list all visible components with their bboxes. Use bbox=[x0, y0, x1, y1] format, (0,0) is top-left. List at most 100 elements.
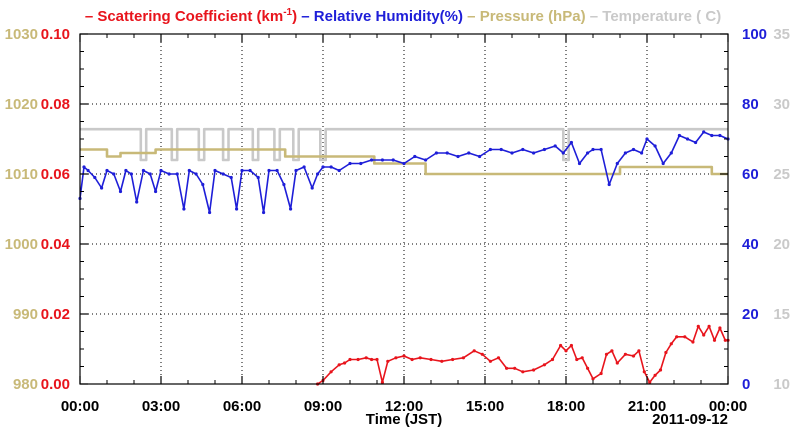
data-point-scattering-coefficient bbox=[610, 349, 614, 353]
data-point-relative-humidity bbox=[112, 172, 116, 176]
date-label: 2011-09-12 bbox=[652, 411, 728, 428]
data-point-relative-humidity bbox=[677, 133, 682, 138]
data-point-scattering-coefficient bbox=[637, 349, 641, 353]
humidity-tick-label: 40 bbox=[742, 236, 759, 253]
data-point-scattering-coefficient bbox=[591, 377, 595, 381]
series-lines bbox=[78, 127, 730, 386]
data-point-relative-humidity bbox=[141, 168, 145, 173]
x-tick-label: 21:00 bbox=[628, 398, 666, 415]
data-point-relative-humidity bbox=[599, 147, 603, 152]
data-point-scattering-coefficient bbox=[642, 370, 646, 374]
legend: – Scattering Coefficient (km-1) – Relati… bbox=[85, 7, 721, 25]
legend-suffix: ) bbox=[292, 8, 297, 25]
data-point-relative-humidity bbox=[175, 172, 179, 176]
data-point-relative-humidity bbox=[316, 172, 320, 176]
data-point-relative-humidity bbox=[154, 189, 158, 194]
scattering-tick-label: 0.04 bbox=[41, 236, 71, 253]
data-point-scattering-coefficient bbox=[718, 326, 722, 330]
data-point-relative-humidity bbox=[640, 151, 644, 155]
x-tick-label: 06:00 bbox=[223, 398, 261, 415]
data-point-relative-humidity bbox=[201, 182, 205, 187]
data-point-relative-humidity bbox=[391, 158, 395, 162]
data-point-relative-humidity bbox=[221, 172, 225, 176]
legend-marker: – bbox=[85, 8, 98, 25]
legend-suffix: C) bbox=[701, 8, 721, 25]
data-point-scattering-coefficient bbox=[394, 356, 398, 360]
data-point-scattering-coefficient bbox=[564, 349, 568, 353]
data-point-scattering-coefficient bbox=[664, 350, 668, 355]
legend-text: – Scattering Coefficient (km-1) – Relati… bbox=[85, 7, 721, 25]
data-point-scattering-coefficient bbox=[364, 356, 368, 360]
legend-entry-label: Temperature ( bbox=[602, 8, 701, 25]
data-point-scattering-coefficient bbox=[675, 335, 679, 339]
data-point-relative-humidity bbox=[240, 168, 244, 173]
data-point-scattering-coefficient bbox=[623, 352, 628, 356]
data-point-scattering-coefficient bbox=[580, 356, 584, 360]
humidity-tick-label: 20 bbox=[742, 306, 759, 323]
data-point-relative-humidity bbox=[100, 186, 104, 190]
legend-entry-label: Relative Humidity(%) bbox=[314, 8, 463, 25]
data-point-scattering-coefficient bbox=[653, 373, 657, 377]
temperature-tick-label: 35 bbox=[773, 26, 790, 43]
legend-entry-label: Scattering Coefficient (km bbox=[97, 8, 283, 25]
data-point-scattering-coefficient bbox=[550, 357, 555, 362]
data-point-relative-humidity bbox=[413, 154, 417, 159]
data-point-relative-humidity bbox=[129, 172, 133, 176]
data-point-relative-humidity bbox=[229, 175, 233, 180]
data-point-scattering-coefficient bbox=[569, 343, 574, 348]
pressure-tick-label: 1000 bbox=[5, 236, 38, 253]
data-point-relative-humidity bbox=[615, 161, 619, 166]
data-point-relative-humidity bbox=[235, 207, 239, 211]
data-point-relative-humidity bbox=[294, 168, 298, 173]
data-point-scattering-coefficient bbox=[631, 354, 636, 358]
data-point-relative-humidity bbox=[337, 168, 341, 173]
pressure-tick-label: 990 bbox=[13, 306, 38, 323]
scattering-tick-label: 0.00 bbox=[41, 376, 70, 393]
data-point-relative-humidity bbox=[434, 151, 438, 155]
data-point-scattering-coefficient bbox=[542, 363, 547, 367]
data-point-relative-humidity bbox=[194, 172, 198, 176]
series-line-scattering-coefficient bbox=[317, 325, 728, 385]
data-point-relative-humidity bbox=[645, 137, 649, 141]
data-point-relative-humidity bbox=[669, 151, 673, 155]
data-point-relative-humidity bbox=[124, 168, 128, 173]
data-point-relative-humidity bbox=[661, 161, 665, 166]
x-tick-label: 00:00 bbox=[61, 398, 99, 415]
pressure-tick-label: 1010 bbox=[5, 166, 38, 183]
x-tick-label: 09:00 bbox=[304, 398, 342, 415]
data-point-scattering-coefficient bbox=[480, 352, 484, 356]
data-point-relative-humidity bbox=[348, 161, 352, 166]
data-point-relative-humidity bbox=[82, 165, 86, 169]
x-axis-label: Time (JST) bbox=[366, 411, 442, 428]
temperature-tick-label: 30 bbox=[773, 96, 790, 113]
scattering-tick-label: 0.08 bbox=[41, 96, 70, 113]
data-point-relative-humidity bbox=[577, 161, 582, 166]
data-point-relative-humidity bbox=[302, 165, 306, 169]
x-tick-label: 15:00 bbox=[466, 398, 504, 415]
data-point-relative-humidity bbox=[248, 168, 252, 173]
data-point-relative-humidity bbox=[105, 168, 109, 173]
data-point-relative-humidity bbox=[213, 168, 217, 173]
data-point-scattering-coefficient bbox=[683, 335, 687, 339]
data-point-scattering-coefficient bbox=[440, 359, 444, 363]
data-point-relative-humidity bbox=[289, 207, 293, 211]
data-point-relative-humidity bbox=[262, 210, 266, 215]
x-tick-label: 03:00 bbox=[142, 398, 180, 415]
data-point-scattering-coefficient bbox=[691, 340, 695, 344]
data-point-scattering-coefficient bbox=[429, 357, 433, 362]
data-point-relative-humidity bbox=[553, 144, 557, 148]
data-point-relative-humidity bbox=[510, 151, 514, 155]
data-point-relative-humidity bbox=[321, 165, 325, 169]
data-point-relative-humidity bbox=[182, 207, 186, 211]
data-point-scattering-coefficient bbox=[521, 370, 525, 374]
data-point-relative-humidity bbox=[370, 158, 374, 162]
data-point-relative-humidity bbox=[478, 154, 482, 159]
legend-marker: – bbox=[297, 8, 314, 25]
data-point-relative-humidity bbox=[424, 158, 428, 162]
data-point-relative-humidity bbox=[159, 168, 163, 173]
data-point-scattering-coefficient bbox=[496, 356, 501, 360]
x-tick-label: 00:00 bbox=[709, 398, 747, 415]
data-point-scattering-coefficient bbox=[472, 349, 476, 353]
temperature-tick-label: 10 bbox=[773, 376, 790, 393]
x-tick-label: 18:00 bbox=[547, 398, 585, 415]
